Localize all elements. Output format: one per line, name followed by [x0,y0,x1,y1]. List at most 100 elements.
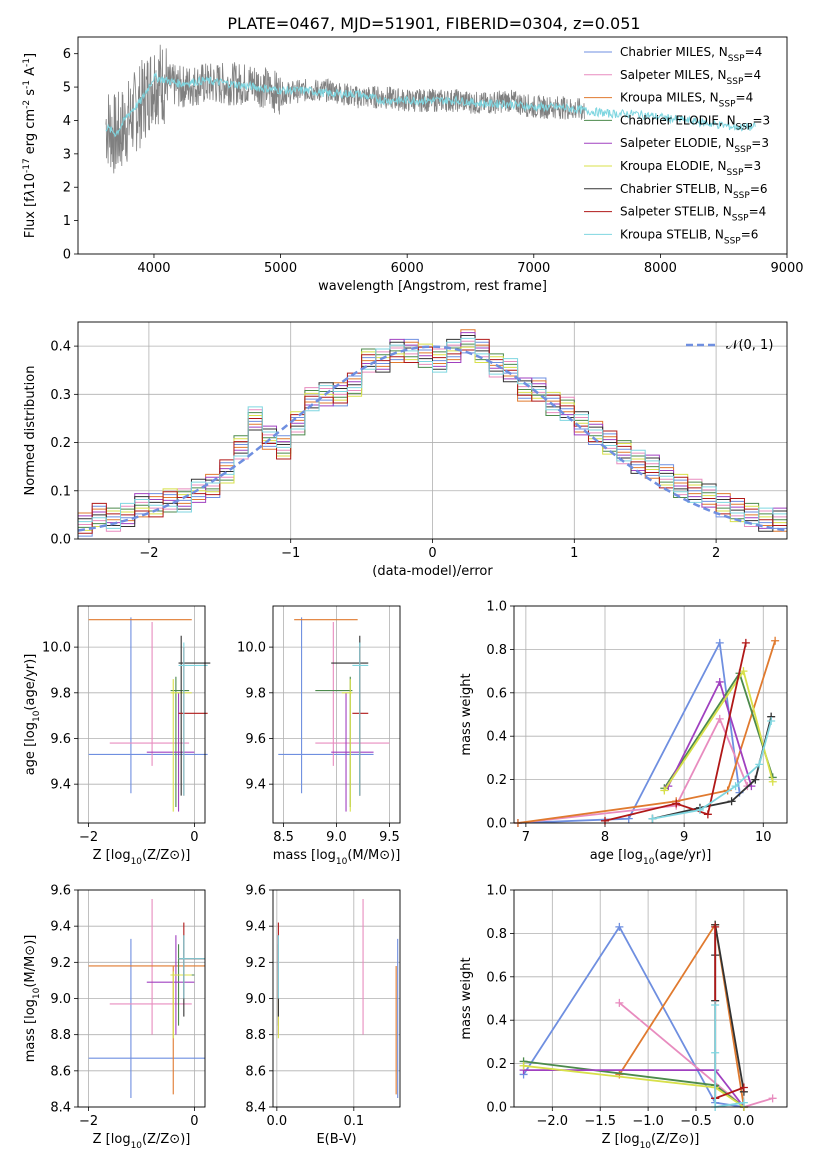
spectrum-model-line [105,71,756,138]
y-tick-label: 0.2 [486,1057,507,1072]
y-axis-label: age [log10(age/yr)] [23,654,42,776]
weight-point-marker [672,799,681,808]
x-tick-label: 10 [755,830,772,845]
x-tick-label: 7 [522,830,530,845]
weight-point-marker [711,1001,720,1010]
y-tick-label: 0 [63,248,71,263]
axes-mass-vs-ebv: 0.0 0.1 8.4 8.6 8.8 9.0 9.2 9.4 9.6 E(B-V) [245,884,401,1147]
weight-point-marker [755,760,764,769]
x-tick-label: 8 [601,830,609,845]
y-tick-label: 9.2 [245,956,266,971]
weight-point-marker [715,677,724,686]
y-tick-label: 9.6 [245,732,266,747]
y-tick-label: 8.8 [245,1028,266,1043]
x-tick-label: 7000 [517,261,550,276]
y-tick-label: 1 [63,214,71,229]
y-tick-label: 9.8 [50,686,71,701]
weight-point-marker [741,638,750,647]
x-axis-label: Z [log10(Z/Z⊙)] [93,1132,191,1151]
axes-spectrum: 4000 5000 6000 7000 8000 9000 0 1 2 3 4 5 6 wavelengt… [22,36,804,294]
weight-series-line [517,639,741,824]
axes-weight-vs-age: 7 8 9 10 0.0 0.2 0.4 0.6 0.8 1.0 age [log10(age/yr… [459,600,788,867]
x-tick-label: 5000 [264,261,297,276]
axes-residual-hist: −2 −1 0 1 2 0.0 0.1 0.2 0.3 0.4 (data-model)/error… [23,321,788,579]
legend-label: Salpeter STELIB, NSSP=4 [620,205,766,224]
legend-label: Chabrier STELIB, NSSP=6 [620,182,768,201]
x-tick-label: −0.5 [680,1114,712,1129]
weight-point-marker [648,814,657,823]
y-tick-label: 0.0 [50,533,71,548]
weight-point-marker [739,1083,748,1092]
x-tick-label: 4000 [137,261,170,276]
x-tick-label: 0 [190,1114,198,1129]
y-tick-label: 8.4 [245,1101,266,1116]
y-tick-label: 9.4 [245,778,266,793]
y-tick-label: 0.8 [486,643,507,658]
x-tick-label: 0.0 [734,1114,755,1129]
x-axis-label: (data-model)/error [372,564,493,579]
y-tick-label: 0.6 [486,686,507,701]
y-tick-label: 10.0 [237,641,266,656]
y-tick-label: 4 [63,114,71,129]
axes-frame [77,605,206,824]
y-tick-label: 3 [63,147,71,162]
axes-frame [513,605,788,824]
y-tick-label: 9.6 [245,884,266,899]
histogram-step-line [77,337,787,539]
axes-frame [513,889,788,1108]
x-tick-label: −1.5 [584,1114,616,1129]
weight-point-marker [768,1094,777,1103]
x-tick-label: −2.0 [537,1114,569,1129]
axes-age-vs-mass: 8.5 9.0 9.5 9.4 9.6 9.8 10.0 mass [log10(M/M⊙)] [237,605,401,867]
x-axis-label: wavelength [Angstrom, rest frame] [318,279,547,294]
x-tick-label: 9.0 [326,830,347,845]
weight-point-marker [695,805,704,814]
y-tick-label: 0.6 [486,970,507,985]
axes-age-vs-z: −2 0 9.4 9.6 9.8 10.0 Z [log10(Z/Z⊙)] age [log1… [23,605,211,867]
weight-series-line [663,671,774,789]
weight-point-marker [711,1048,720,1057]
weight-point-marker [601,816,609,825]
axes-frame [272,889,401,1108]
weight-point-marker [715,714,724,723]
weight-point-marker [703,810,712,819]
y-tick-label: 8.6 [50,1064,71,1079]
y-axis-label: Normed distribution [23,366,38,496]
weight-series-line [667,679,753,787]
y-tick-label: 0.0 [486,1101,507,1116]
x-tick-label: 1 [570,546,578,561]
y-tick-label: 9.6 [50,884,71,899]
weight-series-line [714,924,745,1092]
weight-point-marker [519,1061,528,1070]
y-tick-label: 8.8 [50,1028,71,1043]
legend-label: Salpeter ELODIE, NSSP=3 [620,136,769,155]
weight-series-line [652,716,773,820]
y-tick-label: 0.2 [50,436,71,451]
y-tick-label: 8.4 [50,1101,71,1116]
weight-point-marker [739,1098,748,1107]
y-tick-label: 10.0 [42,641,71,656]
y-tick-label: 1.0 [486,884,507,899]
y-tick-label: 0.2 [486,773,507,788]
weight-point-marker [768,777,777,786]
axes-weight-vs-z: −2.0 −1.5 −1.0 −0.5 0.0 0.0 0.2 0.4 0.6 0.8 1.0 Z [… [459,884,788,1151]
x-tick-label: 9000 [770,261,803,276]
legend-label: Kroupa MILES, NSSP=4 [620,91,753,110]
y-tick-label: 9.4 [245,920,266,935]
legend-label: Kroupa ELODIE, NSSP=3 [620,159,761,178]
x-axis-label: age [log10(age/yr)] [590,848,712,867]
y-tick-label: 5 [63,81,71,96]
y-tick-label: 0.0 [486,817,507,832]
x-tick-label: 8000 [644,261,677,276]
normal-curve-line [77,345,788,532]
weight-point-marker [751,775,760,784]
figure-title: PLATE=0467, MJD=51901, FIBERID=0304, z=0… [227,14,640,33]
weight-point-marker [739,667,748,676]
axes-frame [77,36,788,255]
x-axis-label: Z [log10(Z/Z⊙)] [93,848,191,867]
x-tick-label: −1.0 [632,1114,664,1129]
panels-group: 4000 5000 6000 7000 8000 90000123456wavelengt… [22,36,804,1151]
weight-series-line [714,1005,745,1109]
axes-frame [77,889,206,1108]
